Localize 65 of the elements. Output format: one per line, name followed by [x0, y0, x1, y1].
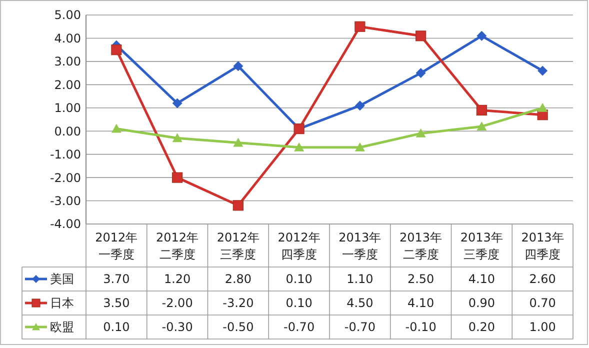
- point: [233, 138, 244, 147]
- data-label: -3.20: [222, 296, 254, 310]
- x-tick-label: 2012年四季度: [278, 230, 320, 262]
- y-tick-label: -1.00: [50, 148, 81, 162]
- data-label: 3.50: [103, 296, 130, 310]
- x-tick-label: 2013年一季度: [338, 230, 382, 262]
- data-label: 0.20: [468, 320, 496, 334]
- point: [416, 68, 426, 78]
- point: [416, 30, 426, 42]
- legend-label: 欧盟: [50, 320, 74, 334]
- point: [172, 172, 183, 183]
- data-label: 1.20: [164, 272, 191, 286]
- point: [354, 100, 365, 111]
- data-label: 2.80: [224, 272, 252, 286]
- y-tick-label: 1.00: [54, 101, 81, 116]
- y-tick-label: 4.00: [54, 31, 81, 46]
- data-label: 2.60: [529, 272, 556, 286]
- data-label: -0.30: [162, 320, 193, 334]
- data-label: 3.70: [103, 272, 130, 286]
- y-tick-label: -3.00: [50, 194, 81, 208]
- point: [172, 133, 182, 142]
- point: [416, 128, 426, 138]
- data-label: -0.70: [344, 320, 376, 334]
- data-label: 4.10: [407, 296, 434, 310]
- point: [111, 44, 122, 56]
- point: [233, 61, 244, 72]
- y-tick-label: -2.00: [50, 170, 81, 185]
- point: [476, 121, 487, 130]
- y-tick-label: 5.00: [54, 8, 81, 22]
- x-tick-label: 2013年四季度: [521, 230, 564, 262]
- point: [476, 30, 487, 41]
- data-label: -2.00: [162, 296, 193, 310]
- x-tick-label: 2013年二季度: [400, 230, 442, 262]
- data-label: 0.90: [468, 296, 496, 310]
- point: [232, 200, 244, 211]
- data-label: -0.70: [284, 320, 315, 334]
- point: [354, 142, 365, 152]
- data-label: 0.70: [529, 296, 556, 310]
- data-label: 0.10: [286, 296, 312, 310]
- x-tick-label: 2013年三季度: [460, 230, 503, 262]
- legend-label: 美国: [50, 272, 74, 286]
- point: [294, 142, 304, 152]
- data-label: 0.10: [286, 272, 312, 286]
- data-label: 2.50: [407, 272, 434, 286]
- y-tick-label: 3.00: [54, 54, 81, 69]
- x-tick-label: 2012年二季度: [156, 230, 199, 262]
- point: [111, 124, 122, 133]
- data-label: 0.10: [103, 320, 130, 334]
- data-label: 4.50: [346, 296, 374, 310]
- point: [354, 21, 366, 32]
- point: [538, 102, 548, 112]
- data-label: 4.10: [468, 272, 496, 286]
- x-tick-label: 2012年一季度: [95, 230, 138, 262]
- data-label: 1.10: [346, 272, 374, 286]
- data-label: -0.10: [405, 320, 436, 334]
- y-tick-label: 2.00: [54, 78, 81, 92]
- y-tick-label: -4.00: [50, 217, 81, 232]
- point: [172, 98, 182, 108]
- data-label: 1.00: [529, 320, 556, 334]
- legend-label: 日本: [50, 296, 74, 310]
- point: [476, 104, 487, 116]
- data-label: -0.50: [222, 320, 254, 334]
- x-tick-label: 2012年三季度: [216, 230, 260, 262]
- point: [538, 66, 548, 76]
- y-tick-label: 0.00: [54, 124, 81, 138]
